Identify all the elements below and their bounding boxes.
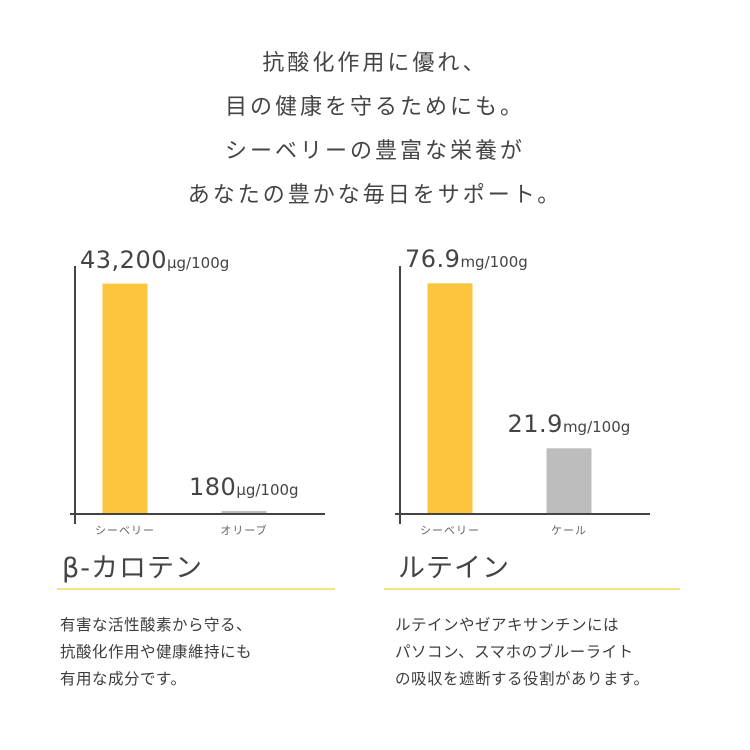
description-line: 有用な成分です。 (60, 670, 187, 688)
category-label-seaberry: シーベリー (95, 524, 155, 537)
lutein-title: ルテイン (398, 553, 510, 584)
description-line: パソコン、スマホのブルーライト (395, 643, 634, 661)
value-unit: mg/100g (460, 253, 528, 272)
value-unit: μg/100g (236, 481, 299, 499)
lutein-chart: 76.9mg/100g 21.9mg/100g シーベリー ケール (385, 245, 685, 558)
description-line: の吸収を遮断する役割があります。 (395, 670, 650, 688)
lutein-chart-svg (395, 266, 650, 524)
value-number: 21.9 (507, 410, 563, 439)
bar-olive (221, 511, 267, 514)
value-label-seaberry: 43,200μg/100g (80, 246, 229, 274)
value-label-kale: 21.9mg/100g (508, 410, 631, 438)
bar-seaberry (102, 283, 148, 514)
description-line: 抗酸化作用や健康維持にも (60, 643, 253, 661)
bar-kale (546, 448, 592, 514)
value-number: 180 (189, 473, 237, 501)
beta-carotene-title-underline (57, 588, 335, 590)
headline-line: 抗酸化作用に優れ、 (262, 51, 488, 76)
bar-seaberry (427, 283, 473, 514)
headline-line: 目の健康を守るためにも。 (224, 95, 525, 120)
value-label-seaberry: 76.9mg/100g (405, 245, 528, 273)
value-number: 43,200 (80, 245, 167, 274)
lutein-title-underline (384, 588, 680, 590)
description-line: 有害な活性酸素から守る、 (60, 616, 253, 634)
category-label-seaberry: シーベリー (420, 524, 480, 537)
description-line: ルテインやゼアキサンチンには (395, 616, 620, 634)
category-label-olive: オリーブ (220, 524, 268, 537)
value-unit: μg/100g (166, 253, 230, 272)
value-unit: mg/100g (562, 418, 631, 437)
beta-carotene-chart: 43,200μg/100g 180μg/100g シーベリー オリーブ (60, 246, 360, 558)
headline: 抗酸化作用に優れ、 目の健康を守るためにも。 シーベリーの豊富な栄養が あなたの… (0, 42, 750, 218)
headline-line: あなたの豊かな毎日をサポート。 (187, 183, 563, 208)
beta-carotene-description: 有害な活性酸素から守る、 抗酸化作用や健康維持にも 有用な成分です。 (60, 612, 252, 693)
value-number: 76.9 (405, 245, 461, 274)
beta-carotene-title: β-カロテン (62, 553, 203, 584)
lutein-description: ルテインやゼアキサンチンには パソコン、スマホのブルーライト の吸収を遮断する役… (395, 612, 649, 693)
value-label-olive: 180μg/100g (189, 473, 299, 501)
category-label-kale: ケール (551, 524, 587, 537)
headline-line: シーベリーの豊富な栄養が (224, 139, 525, 164)
beta-carotene-chart-svg (70, 266, 325, 524)
